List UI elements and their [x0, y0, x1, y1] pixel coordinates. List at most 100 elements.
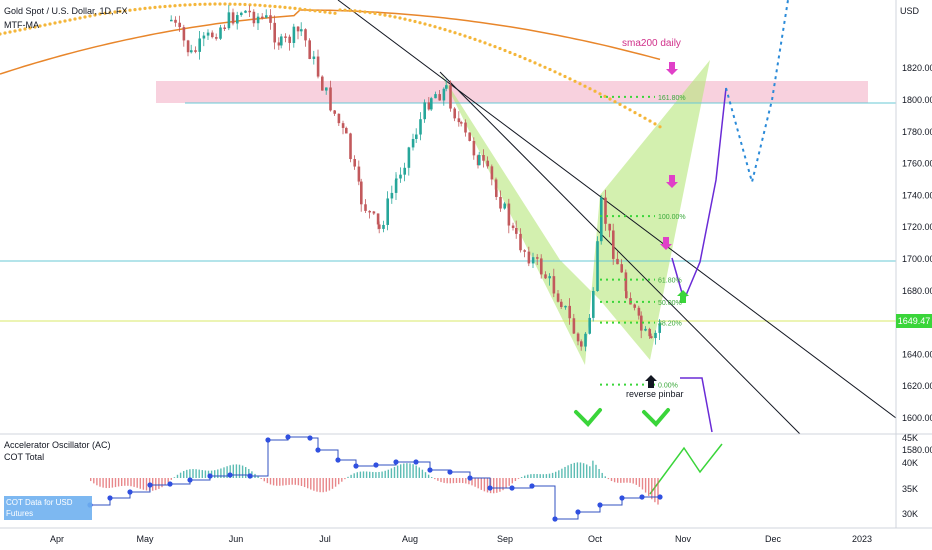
osc-bar	[285, 478, 287, 486]
cot-dot	[393, 459, 399, 465]
osc-bar	[638, 478, 641, 487]
cot-dot	[619, 495, 625, 501]
osc-bar	[626, 478, 628, 483]
fib-labels: 161.80% 100.00% 61.80% 50.00% 38.20% 0.00%	[658, 95, 686, 390]
osc-bar	[400, 464, 402, 478]
osc-bar	[294, 478, 296, 485]
osc-bar	[620, 478, 622, 483]
osc-bar	[418, 467, 420, 478]
cot-dot	[597, 502, 603, 508]
candle	[394, 179, 398, 193]
osc-bar	[319, 478, 321, 493]
osc-bar	[167, 478, 169, 483]
osc-bar	[530, 474, 532, 478]
ma-dot	[3, 31, 7, 35]
arrow-up-icon	[677, 290, 689, 303]
osc-bar	[536, 474, 538, 478]
ma-dot	[78, 16, 82, 20]
candle	[536, 257, 539, 259]
osc-bar	[338, 478, 340, 485]
ma-dot	[378, 12, 382, 16]
last-price-tag: 1649.47	[896, 314, 932, 328]
ma-dot	[188, 3, 192, 7]
candle	[190, 50, 193, 53]
osc-bar	[629, 478, 631, 483]
time-tick: Oct	[588, 534, 603, 544]
cot-dot	[509, 485, 515, 491]
osc-bar	[266, 478, 269, 484]
osc-bar	[465, 478, 467, 484]
ma-dot	[253, 3, 257, 7]
candle	[468, 132, 471, 141]
osc-bar	[474, 478, 476, 487]
ma-dot	[288, 6, 292, 10]
osc-bar	[272, 478, 275, 486]
candle	[460, 122, 463, 124]
osc-bar	[183, 471, 185, 478]
osc-bar	[471, 478, 473, 486]
osc-bar	[276, 478, 278, 486]
harmonic-pattern-fill	[440, 60, 710, 365]
ma-dot	[463, 34, 467, 38]
candle	[527, 251, 531, 264]
ma-dot	[553, 70, 557, 74]
ma-dot	[213, 2, 217, 6]
ma-dot	[43, 23, 47, 27]
ma-dot	[488, 43, 492, 47]
osc-bar	[493, 478, 495, 494]
osc-bar	[179, 472, 182, 478]
ma-dot	[38, 24, 42, 28]
ma-dot	[148, 6, 152, 10]
osc-bar	[341, 478, 343, 482]
ma-dot	[28, 26, 32, 30]
price-tick: 1620.00	[902, 381, 932, 391]
osc-bar	[238, 464, 241, 478]
candle	[288, 36, 291, 43]
osc-bar	[483, 478, 486, 492]
candle	[596, 241, 599, 292]
osc-bar	[446, 478, 448, 484]
osc-bar	[279, 478, 281, 486]
osc-bar	[102, 478, 104, 488]
candle	[472, 140, 476, 156]
ma-dot	[133, 8, 137, 12]
osc-bar	[173, 477, 176, 478]
osc-bar	[229, 465, 231, 478]
candle	[296, 26, 300, 32]
ma-dot	[118, 9, 122, 13]
osc-axis-ticks: 45K 40K 35K 30K	[902, 433, 918, 519]
osc-bar	[455, 478, 458, 484]
candle	[248, 10, 251, 13]
checkmark-icon	[574, 408, 602, 427]
ma-dot	[628, 108, 632, 112]
candle	[434, 94, 437, 99]
ma-dot	[658, 125, 662, 129]
osc-bar	[502, 478, 504, 491]
ma-dot	[163, 4, 167, 9]
candle	[252, 11, 256, 24]
ma-dot	[368, 11, 372, 15]
ma-dot	[583, 84, 587, 88]
cot-dot	[353, 463, 359, 469]
oscillator-bars	[90, 460, 659, 505]
cot-dot	[552, 516, 558, 522]
ma-dot	[33, 25, 37, 29]
blue-dotted-projection	[725, 0, 789, 186]
osc-bar	[610, 478, 613, 482]
cot-dot	[187, 477, 193, 483]
osc-bar	[248, 468, 250, 478]
ma-dot	[498, 46, 502, 51]
candle	[403, 167, 406, 175]
ma-dot	[473, 37, 477, 42]
osc-bar	[105, 478, 107, 489]
osc-bar	[201, 470, 203, 478]
osc-bar	[434, 478, 436, 480]
candle	[182, 27, 186, 41]
osc-bar	[545, 474, 548, 478]
cot-dot	[447, 469, 453, 475]
candle	[382, 224, 385, 229]
osc-bar	[269, 478, 272, 485]
osc-bar	[424, 472, 427, 478]
sma200-label: sma200 daily	[622, 38, 681, 49]
osc-bar	[390, 468, 393, 478]
